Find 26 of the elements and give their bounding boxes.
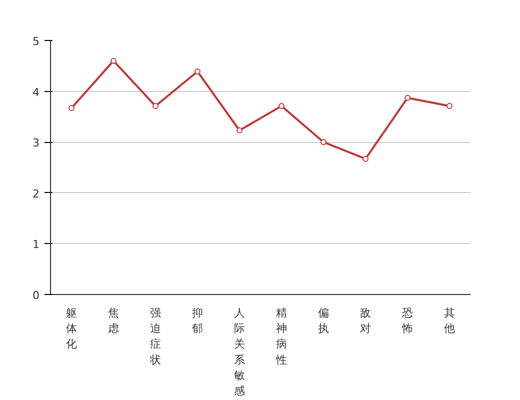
point <box>236 127 242 134</box>
y-tick-label: 3 <box>32 136 40 150</box>
y-tick-label: 2 <box>32 187 40 200</box>
x-tick-label: 敌对 <box>360 306 371 336</box>
x-tick-label: 精神病性 <box>275 306 287 366</box>
y-tick-label: 4 <box>32 86 40 99</box>
x-tick-label: 焦虑 <box>108 306 119 336</box>
point <box>362 156 368 162</box>
point <box>404 94 410 101</box>
point <box>194 68 200 74</box>
x-tick-label: 恐怖 <box>401 306 413 336</box>
point <box>446 103 452 110</box>
point <box>110 58 116 64</box>
point <box>278 103 284 110</box>
point <box>152 103 158 110</box>
x-tick-label: 抑郁 <box>192 306 203 336</box>
point <box>320 139 326 146</box>
x-tick-label: 人际关系敏感 <box>234 306 245 398</box>
y-tick-label: 1 <box>32 238 40 252</box>
x-tick-label: 强迫症状 <box>149 306 161 366</box>
point <box>68 105 74 112</box>
y-tick-label: 5 <box>32 35 40 48</box>
x-tick-label: 偏执 <box>318 306 329 336</box>
y-tick-label: 0 <box>32 289 40 302</box>
x-tick-label: 其他 <box>444 306 455 336</box>
x-tick-label: 躯体化 <box>66 306 77 351</box>
